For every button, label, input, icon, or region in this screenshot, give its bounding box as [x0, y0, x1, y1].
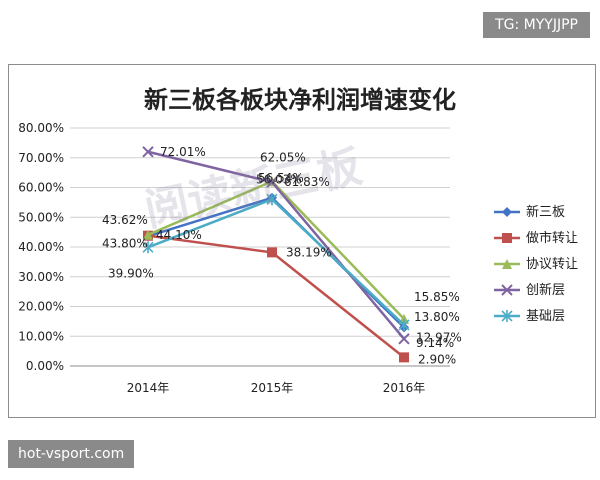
legend-label: 新三板	[526, 204, 565, 220]
data-point	[142, 146, 154, 158]
legend-label: 协议转让	[526, 257, 578, 272]
data-point	[502, 259, 512, 269]
data-label: 56.03%	[256, 172, 302, 186]
y-tick-label: 70.00%	[18, 151, 64, 165]
data-point	[501, 284, 513, 296]
data-point	[398, 318, 410, 331]
y-axis: 0.00% 10.00% 20.00% 30.00% 40.00% 50.00% 60.00…	[18, 121, 64, 373]
x-tick-label: 2014年	[127, 381, 170, 395]
x-tick-label: 2016年	[383, 381, 426, 395]
data-label: 2.90%	[418, 352, 456, 366]
chart-title: 新三板各板块净利润增速变化	[144, 86, 456, 114]
series-1	[143, 192, 409, 333]
data-label: 38.19%	[286, 245, 332, 259]
data-point	[399, 352, 409, 363]
data-point	[502, 233, 512, 243]
data-label: 72.01%	[160, 145, 206, 159]
data-label: 56.54%	[258, 171, 304, 185]
source-badge: hot-vsport.com	[8, 440, 135, 468]
legend-item: 创新层	[494, 282, 565, 298]
data-labels: 43.62% 56.54% 12.97% 43.80% 38.19% 2.90% 44.10…	[102, 145, 462, 367]
data-label: 9.14%	[416, 336, 454, 350]
y-tick-label: 10.00%	[18, 329, 64, 343]
data-point	[502, 207, 512, 217]
series-4	[142, 146, 410, 345]
data-label: 62.05%	[260, 150, 306, 164]
legend-item: 协议转让	[494, 257, 578, 272]
data-label: 43.62%	[102, 213, 148, 227]
legend-label: 基础层	[526, 309, 565, 324]
data-label: 15.85%	[414, 290, 460, 304]
series-5	[142, 193, 410, 331]
data-label: 39.90%	[108, 266, 154, 280]
legend-label: 做市转让	[526, 230, 578, 246]
data-label: 43.80%	[102, 237, 148, 251]
data-point	[143, 229, 153, 240]
y-tick-label: 0.00%	[26, 359, 64, 373]
y-tick-label: 20.00%	[18, 300, 64, 314]
data-point	[267, 247, 277, 258]
data-point	[398, 333, 410, 345]
chart-frame	[8, 64, 596, 418]
y-tick-label: 40.00%	[18, 240, 64, 254]
data-point	[142, 241, 154, 254]
y-tick-label: 80.00%	[18, 121, 64, 135]
y-tick-label: 50.00%	[18, 210, 64, 224]
legend-item: 基础层	[494, 309, 565, 324]
data-label: 44.10%	[156, 228, 202, 242]
data-label: 61.83%	[284, 175, 330, 189]
legend-item: 做市转让	[494, 230, 578, 246]
x-axis: 2014年 2015年 2016年	[127, 381, 426, 395]
data-point	[501, 310, 513, 322]
y-tick-label: 60.00%	[18, 181, 64, 195]
tg-badge: TG: MYYJJPP	[483, 12, 590, 38]
data-point	[266, 176, 278, 188]
legend-label: 创新层	[526, 282, 565, 298]
data-label: 13.80%	[414, 310, 460, 324]
grid	[70, 127, 450, 367]
x-tick-label: 2015年	[251, 381, 294, 395]
data-point	[266, 193, 278, 206]
data-label: 12.97%	[416, 330, 462, 344]
legend-item: 新三板	[494, 204, 565, 220]
y-tick-label: 30.00%	[18, 270, 64, 284]
series-lines	[142, 146, 410, 363]
